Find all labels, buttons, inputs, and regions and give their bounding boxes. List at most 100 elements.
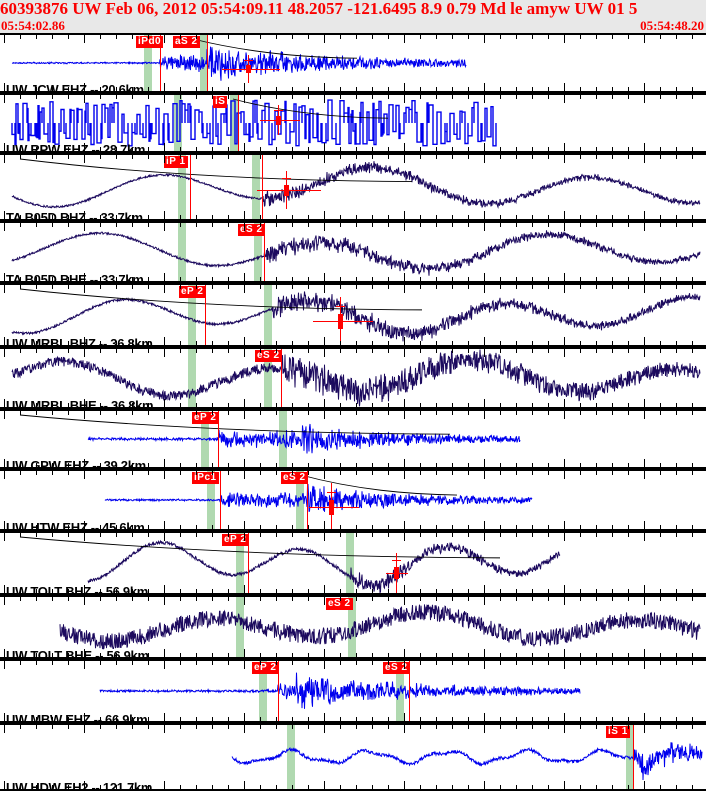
trace-panel[interactable]: eS 2 TA B05D BHE -- 33.7km: [0, 221, 706, 283]
pick-label[interactable]: eP 2: [252, 662, 279, 674]
axis-tick: [116, 533, 117, 537]
axis-tick: [340, 403, 341, 407]
trace-panel[interactable]: eS 2 UW MRBL BHE -- 36.8km: [0, 347, 706, 409]
pick-line[interactable]: [238, 93, 239, 153]
pick-label[interactable]: eS 2: [281, 472, 308, 484]
pick-label[interactable]: eP 2: [192, 412, 219, 424]
pick-line[interactable]: [190, 153, 191, 221]
axis-tick: [4, 471, 5, 479]
trace-panel[interactable]: iS UW RPW EHZ -- 28.7km: [0, 93, 706, 153]
axis-tick: [676, 147, 677, 151]
pick-line[interactable]: [409, 659, 410, 723]
axis-tick: [484, 35, 485, 43]
axis-tick: [660, 525, 661, 529]
axis-tick: [276, 661, 277, 665]
axis-tick: [548, 661, 549, 665]
pick-line[interactable]: [278, 659, 279, 723]
pick-line[interactable]: [207, 33, 208, 93]
trace-panel[interactable]: eP 2 eS 2 UW MBW EHZ -- 66.9km: [0, 659, 706, 723]
pick-line[interactable]: [248, 531, 249, 595]
axis-tick: [596, 653, 597, 657]
axis-tick: [340, 533, 341, 537]
pick-line[interactable]: [633, 723, 634, 791]
axis-tick: [388, 285, 389, 289]
trace-plot-area[interactable]: iP 1 TA B05D BHZ -- 33.7km: [0, 153, 706, 221]
axis-tick: [20, 215, 21, 219]
axis-tick: [404, 781, 405, 789]
axis-tick: [564, 521, 565, 529]
pick-label[interactable]: iS 1: [606, 726, 630, 738]
axis-tick: [564, 143, 565, 151]
axis-tick: [52, 35, 53, 39]
pick-label[interactable]: eP 2: [179, 286, 206, 298]
axis-tick: [116, 597, 117, 601]
axis-tick: [68, 597, 69, 601]
axis-tick: [692, 215, 693, 219]
pick-line[interactable]: [218, 409, 219, 469]
pick-line[interactable]: [262, 153, 263, 221]
pick-line[interactable]: [160, 33, 161, 93]
axis-tick: [644, 649, 645, 657]
trace-plot-area[interactable]: eP 2 UW GPW EHZ -- 39.2km: [0, 409, 706, 469]
trace-panel[interactable]: eP 2 UW GPW EHZ -- 39.2km: [0, 409, 706, 469]
axis-tick: [196, 341, 197, 345]
axis-tick: [308, 463, 309, 467]
axis-tick: [164, 83, 165, 91]
pick-label[interactable]: iP 1: [164, 156, 188, 168]
axis-tick: [340, 661, 341, 665]
pick-label[interactable]: iPd0: [136, 36, 164, 48]
pick-label[interactable]: eS 2: [383, 662, 410, 674]
trace-panel[interactable]: iP 1 TA B05D BHZ -- 33.7km: [0, 153, 706, 221]
axis-tick: [228, 349, 229, 353]
pick-label[interactable]: iPc1: [192, 472, 219, 484]
trace-plot-area[interactable]: iPc1 eS 2 UW HTW EHZ -- 45.6km: [0, 469, 706, 531]
trace-panel[interactable]: eS 2 UW TOLT BHE -- 56.9km: [0, 595, 706, 659]
axis-tick: [660, 35, 661, 39]
trace-panel[interactable]: iPd0 aS 2 UW JCW EHZ -- 20.6km: [0, 33, 706, 93]
trace-plot-area[interactable]: eS 2 UW TOLT BHE -- 56.9km: [0, 595, 706, 659]
arrival-window-band: [264, 347, 272, 409]
axis-tick: [164, 223, 165, 231]
channel-label: UW HDW EH2 -- 121.7km: [6, 780, 153, 791]
pick-line[interactable]: [281, 347, 282, 409]
arrival-window-band: [236, 595, 244, 659]
trace-plot-area[interactable]: iS UW RPW EHZ -- 28.7km: [0, 93, 706, 153]
pick-line[interactable]: [307, 469, 308, 531]
trace-plot-area[interactable]: eP 2 eS 2 UW MBW EHZ -- 66.9km: [0, 659, 706, 723]
axis-tick: [612, 411, 613, 415]
axis-tick: [388, 411, 389, 415]
axis-tick: [612, 95, 613, 99]
axis-tick: [452, 661, 453, 665]
axis-tick: [404, 211, 405, 219]
trace-panel[interactable]: eP 2 UW MRBL BHZ -- 36.8km: [0, 283, 706, 347]
axis-tick: [84, 337, 85, 345]
pick-line[interactable]: [205, 283, 206, 347]
axis-tick: [644, 285, 645, 293]
trace-panel[interactable]: eP 2 UW TOLT BHZ -- 56.9km: [0, 531, 706, 595]
trace-plot-area[interactable]: eS 2 UW MRBL BHE -- 36.8km: [0, 347, 706, 409]
trace-plot-area[interactable]: eP 2 UW TOLT BHZ -- 56.9km: [0, 531, 706, 595]
axis-tick: [660, 533, 661, 537]
axis-tick: [340, 785, 341, 789]
axis-tick: [340, 215, 341, 219]
trace-plot-area[interactable]: eP 2 UW MRBL BHZ -- 36.8km: [0, 283, 706, 347]
axis-tick: [180, 285, 181, 289]
trace-plot-area[interactable]: iS 1 UW HDW EH2 -- 121.7km: [0, 723, 706, 791]
axis-tick: [516, 411, 517, 415]
trace-plot-area[interactable]: eS 2 TA B05D BHE -- 33.7km: [0, 221, 706, 283]
trace-plot-area[interactable]: iPd0 aS 2 UW JCW EHZ -- 20.6km: [0, 33, 706, 93]
axis-tick: [548, 147, 549, 151]
axis-tick: [292, 597, 293, 601]
trace-panel[interactable]: iPc1 eS 2 UW HTW EHZ -- 45.6km: [0, 469, 706, 531]
axis-tick: [372, 525, 373, 529]
pick-label[interactable]: eS 2: [326, 598, 353, 610]
pick-line[interactable]: [264, 221, 265, 283]
pick-line[interactable]: [220, 469, 221, 531]
pick-label[interactable]: iS: [213, 96, 228, 108]
pick-label[interactable]: aS 2: [173, 36, 200, 48]
axis-tick: [548, 653, 549, 657]
pick-label[interactable]: eP 2: [222, 534, 249, 546]
pick-label[interactable]: eS 2: [255, 350, 282, 362]
axis-tick: [356, 785, 357, 789]
trace-panel[interactable]: iS 1 UW HDW EH2 -- 121.7km: [0, 723, 706, 791]
